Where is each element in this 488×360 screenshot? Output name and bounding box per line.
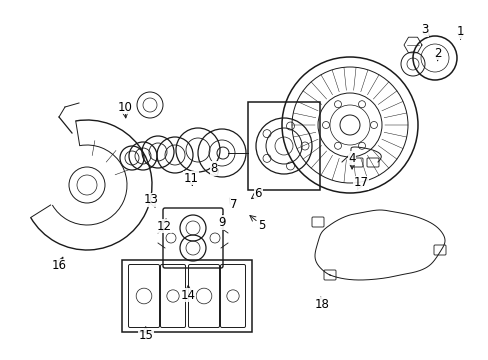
Text: 16: 16 (51, 259, 66, 272)
Text: 8: 8 (210, 162, 218, 175)
Text: 10: 10 (117, 101, 132, 114)
Text: 12: 12 (156, 220, 171, 233)
Text: 18: 18 (314, 298, 328, 311)
Text: 5: 5 (257, 219, 265, 231)
Text: 11: 11 (183, 172, 198, 185)
Text: 15: 15 (138, 329, 153, 342)
Text: 17: 17 (353, 176, 367, 189)
Text: 1: 1 (456, 25, 464, 38)
Text: 3: 3 (420, 23, 427, 36)
Text: 14: 14 (181, 289, 195, 302)
Bar (122, 260, 251, 332)
Text: 9: 9 (218, 216, 226, 229)
Text: 7: 7 (229, 198, 237, 211)
Bar (247, 102, 319, 190)
Text: 2: 2 (433, 47, 441, 60)
Text: 4: 4 (347, 152, 355, 165)
Text: 6: 6 (254, 187, 262, 200)
Text: 13: 13 (144, 193, 159, 206)
